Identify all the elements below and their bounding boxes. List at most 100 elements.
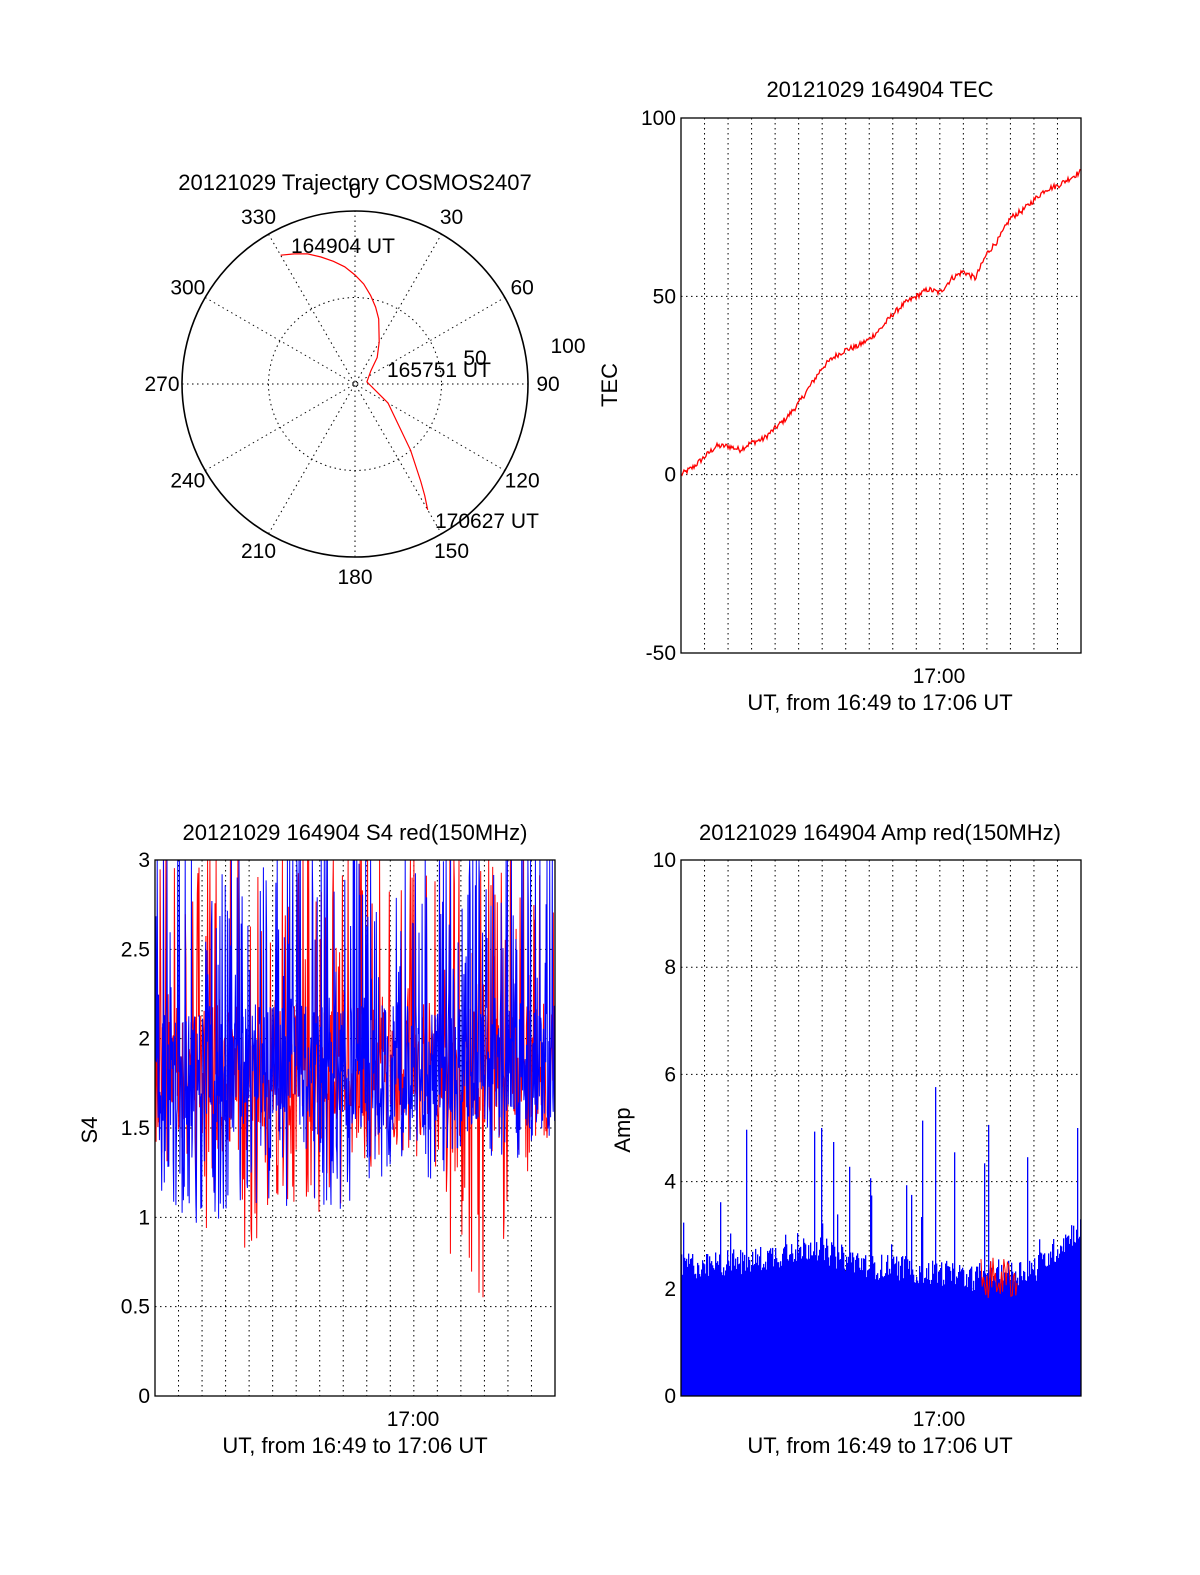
amp-bar <box>920 1272 922 1396</box>
amp-bar <box>961 1269 963 1396</box>
amp-bar <box>942 1285 944 1396</box>
amp-bar <box>808 1245 810 1396</box>
amp-bar <box>744 1254 746 1396</box>
amp-bar <box>821 1128 823 1396</box>
amp-bar <box>878 1279 880 1396</box>
amp-bar <box>1071 1225 1073 1396</box>
amp-bar <box>805 1244 807 1396</box>
annotation-end-time: 170627 UT <box>435 510 539 533</box>
amp-bar <box>940 1268 942 1396</box>
annotation-mid-time: 165751 UT <box>387 359 491 382</box>
amp-bar <box>757 1254 759 1396</box>
y-tick-label: 1.5 <box>121 1117 150 1140</box>
amp-bar <box>688 1253 690 1396</box>
amp-bar <box>737 1257 739 1396</box>
amp-bar <box>798 1252 800 1396</box>
tec-y-tick-labels: -50 0 50 100 <box>641 107 676 665</box>
amp-bar <box>870 1178 872 1396</box>
amp-bar <box>896 1256 898 1396</box>
amp-bar <box>810 1242 812 1396</box>
amp-bar <box>1059 1253 1061 1396</box>
amp-bar <box>991 1267 993 1396</box>
amp-bar <box>846 1256 848 1396</box>
amp-bar <box>881 1254 883 1396</box>
amp-bar <box>1075 1242 1077 1396</box>
amp-bar <box>1015 1271 1017 1396</box>
amp-bar <box>912 1269 914 1396</box>
amp-bar <box>812 1255 814 1396</box>
amp-bar <box>702 1260 704 1396</box>
amp-bar <box>733 1249 735 1396</box>
amp-bar <box>792 1253 794 1396</box>
amp-bar <box>716 1262 718 1396</box>
amp-bar <box>843 1252 845 1396</box>
amp-bar <box>706 1254 708 1396</box>
amp-bar <box>697 1262 699 1396</box>
amp-bar <box>1008 1260 1010 1396</box>
amp-bar <box>1057 1249 1059 1396</box>
amp-bar <box>927 1279 929 1396</box>
amp-bar <box>1049 1264 1051 1396</box>
amp-bar <box>945 1263 947 1396</box>
amp-bar <box>793 1261 795 1396</box>
amp-bar <box>967 1287 969 1396</box>
amp-bar <box>802 1256 804 1396</box>
s4-blue-series <box>154 859 556 1223</box>
amp-bar <box>975 1271 977 1396</box>
amp-bar <box>882 1276 884 1396</box>
amp-bar <box>785 1234 787 1396</box>
amp-bar <box>860 1270 862 1396</box>
amp-bar <box>771 1253 773 1396</box>
amp-bar <box>773 1266 775 1396</box>
s4-frame <box>154 859 556 1397</box>
amp-bar <box>745 1270 747 1396</box>
amp-bar <box>886 1261 888 1396</box>
amp-bar <box>1014 1281 1016 1396</box>
amp-bar <box>931 1279 933 1396</box>
amp-bar <box>850 1252 852 1396</box>
tec-x-axis-label: UT, from 16:49 to 17:06 UT <box>747 690 1012 715</box>
amp-bar <box>908 1268 910 1396</box>
tec-x-tick-1700: 17:00 <box>913 665 966 688</box>
amp-bar <box>799 1247 801 1396</box>
amp-bar <box>685 1260 687 1396</box>
polar-radius-label: 50 <box>463 347 486 370</box>
y-tick-label: 1 <box>138 1206 150 1229</box>
amp-bar <box>1031 1262 1033 1396</box>
tec-grid <box>681 118 1081 653</box>
amp-x-axis-label: UT, from 16:49 to 17:06 UT <box>747 1433 1012 1458</box>
amp-bar <box>852 1252 854 1396</box>
polar-angle-label: 30 <box>440 206 463 229</box>
polar-spoke <box>268 233 442 535</box>
amp-bar <box>946 1260 948 1396</box>
amp-bar <box>950 1270 952 1396</box>
y-tick-label: 0 <box>138 1385 150 1408</box>
amp-bar <box>722 1275 724 1396</box>
amp-bar <box>1037 1269 1039 1396</box>
amp-bar <box>754 1264 756 1396</box>
polar-angle-labels: 0 30 60 90 120 150 180 210 240 270 300 330 <box>144 180 559 589</box>
amp-bar <box>966 1274 968 1396</box>
amp-bar <box>831 1242 833 1396</box>
amp-bar <box>732 1253 734 1396</box>
s4-x-tick-1700: 17:00 <box>387 1408 440 1431</box>
amp-bar <box>746 1129 748 1396</box>
amp-bar <box>682 1274 684 1396</box>
polar-radius-labels: 50 100 <box>463 335 585 370</box>
amp-red-series <box>980 1257 1018 1299</box>
amp-bar <box>775 1248 777 1396</box>
amp-bar <box>774 1259 776 1396</box>
amp-bar <box>698 1265 700 1396</box>
amp-bar <box>865 1255 867 1396</box>
y-tick-label: 2 <box>664 1278 676 1301</box>
amp-bar <box>980 1270 982 1396</box>
amp-bar <box>731 1270 733 1396</box>
amp-bar <box>904 1259 906 1396</box>
amp-bar <box>866 1277 868 1396</box>
amp-bar <box>694 1274 696 1396</box>
amp-bar <box>829 1265 831 1396</box>
y-tick-label: 2 <box>138 1028 150 1051</box>
amp-bar <box>981 1276 983 1396</box>
amp-bar <box>1047 1265 1049 1396</box>
s4-y-tick-labels: 0 0.5 1 1.5 2 2.5 3 <box>121 849 150 1408</box>
